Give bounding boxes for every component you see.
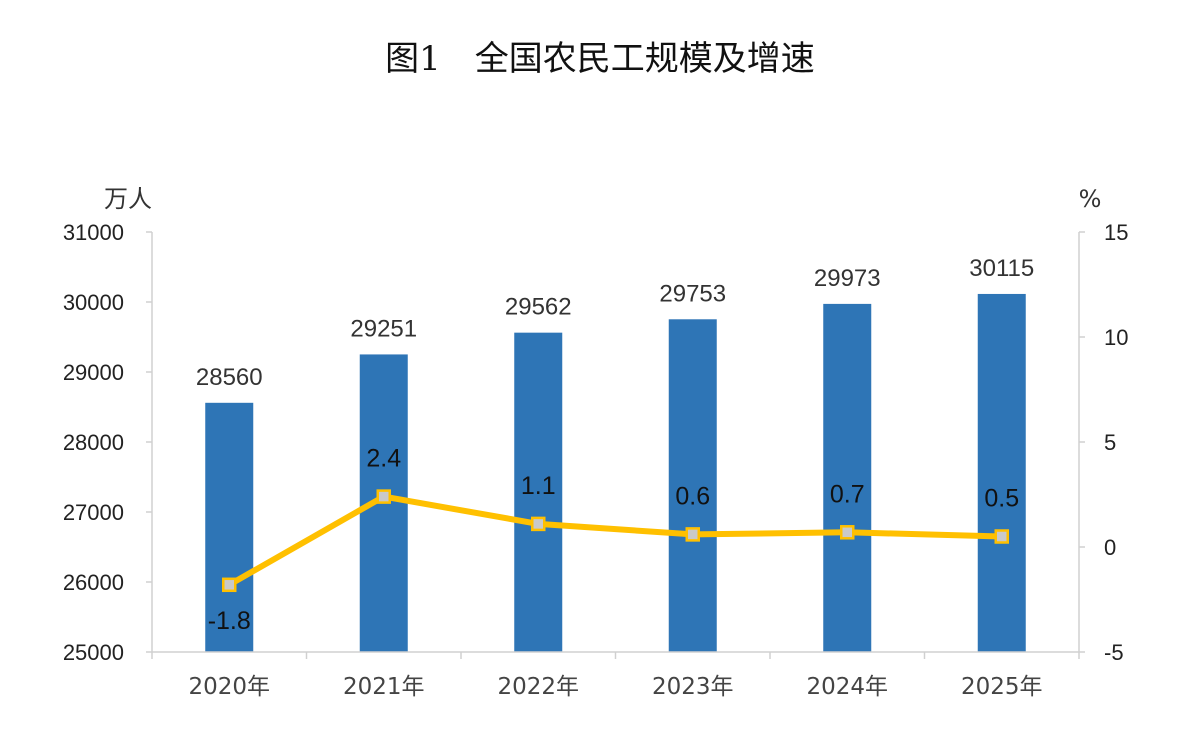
line-marker (994, 529, 1009, 544)
left-tick-label: 25000 (63, 640, 124, 665)
line-series (222, 489, 1009, 593)
line-marker (685, 527, 700, 542)
right-tick-label: 15 (1104, 220, 1128, 245)
right-axis-unit: % (1079, 185, 1102, 213)
chart-title: 图1 全国农民工规模及增速 (385, 39, 815, 79)
bar-value-label: 30115 (969, 255, 1034, 282)
line-marker (840, 525, 855, 540)
right-tick-label: -5 (1104, 640, 1124, 665)
right-axis: -5 0 5 10 15 (1078, 220, 1128, 665)
line-value-label: 0.5 (984, 485, 1019, 513)
bar-value-label: 28560 (196, 364, 263, 391)
category-label: 2023年 (652, 674, 734, 700)
bar-value-label: 29251 (350, 315, 417, 342)
left-tick-label: 26000 (63, 570, 124, 595)
line-value-label: 1.1 (521, 472, 556, 500)
bar (668, 319, 717, 652)
right-tick-label: 5 (1104, 430, 1116, 455)
x-axis (151, 651, 1080, 659)
line-marker (222, 577, 237, 593)
line-data-labels: -1.8 2.4 1.1 0.6 0.7 0.5 (208, 445, 1019, 635)
bar-data-labels: 28560 29251 29562 29753 29973 30115 (196, 255, 1034, 391)
left-tick-label: 27000 (63, 500, 124, 525)
category-label: 2022年 (497, 674, 579, 700)
bar-value-label: 29973 (814, 265, 881, 292)
right-tick-label: 0 (1104, 535, 1116, 560)
left-tick-label: 31000 (63, 220, 124, 245)
category-label: 2020年 (188, 674, 270, 700)
left-tick-label: 29000 (63, 360, 124, 385)
bar-series (205, 293, 1026, 652)
right-tick-label: 10 (1104, 325, 1128, 350)
left-tick-label: 30000 (63, 290, 124, 315)
bar (205, 402, 254, 652)
left-axis: 25000 26000 27000 28000 29000 30000 31000 (63, 220, 153, 665)
line-value-label: -1.8 (208, 607, 251, 635)
bar (514, 332, 563, 652)
left-axis-unit: 万人 (104, 185, 152, 213)
category-labels: 2020年 2021年 2022年 2023年 2024年 2025年 (188, 674, 1042, 700)
line-marker (531, 516, 546, 532)
bar (977, 293, 1026, 652)
line-value-label: 0.7 (830, 480, 865, 508)
category-label: 2024年 (806, 674, 888, 700)
bar-value-label: 29562 (505, 294, 572, 321)
left-tick-label: 28000 (63, 430, 124, 455)
category-label: 2021年 (343, 674, 425, 700)
line-value-label: 0.6 (675, 482, 710, 510)
bar (823, 303, 872, 652)
growth-line (226, 493, 1005, 588)
line-value-label: 2.4 (366, 445, 401, 473)
category-label: 2025年 (961, 674, 1043, 700)
line-marker (376, 489, 391, 504)
bar-value-label: 29753 (659, 280, 726, 307)
